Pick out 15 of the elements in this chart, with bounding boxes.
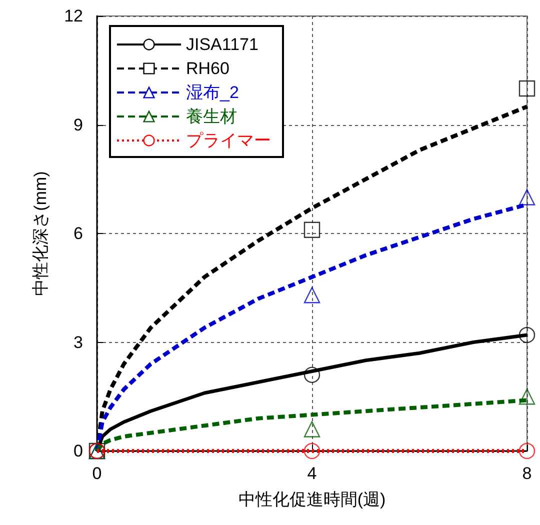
y-tick-label: 3 <box>74 332 83 352</box>
x-tick-label: 0 <box>92 464 102 483</box>
y-tick-label: 0 <box>74 442 83 460</box>
y-tick-label: 6 <box>74 224 83 243</box>
y-tick-label: 12 <box>64 6 83 26</box>
legend-label: プライマー <box>186 131 271 150</box>
y-tick-label: 9 <box>74 115 83 134</box>
x-tick-label: 4 <box>307 464 317 483</box>
legend-label: RH60 <box>186 59 230 78</box>
y-axis-title: 中性化深さ(mm) <box>31 171 50 296</box>
legend-label: 湿布_2 <box>186 83 239 102</box>
x-tick-label: 8 <box>522 464 532 483</box>
legend-label: JISA1171 <box>186 35 258 54</box>
legend-label: 養生材 <box>186 107 237 126</box>
x-axis-title: 中性化促進時間(週) <box>238 490 386 509</box>
